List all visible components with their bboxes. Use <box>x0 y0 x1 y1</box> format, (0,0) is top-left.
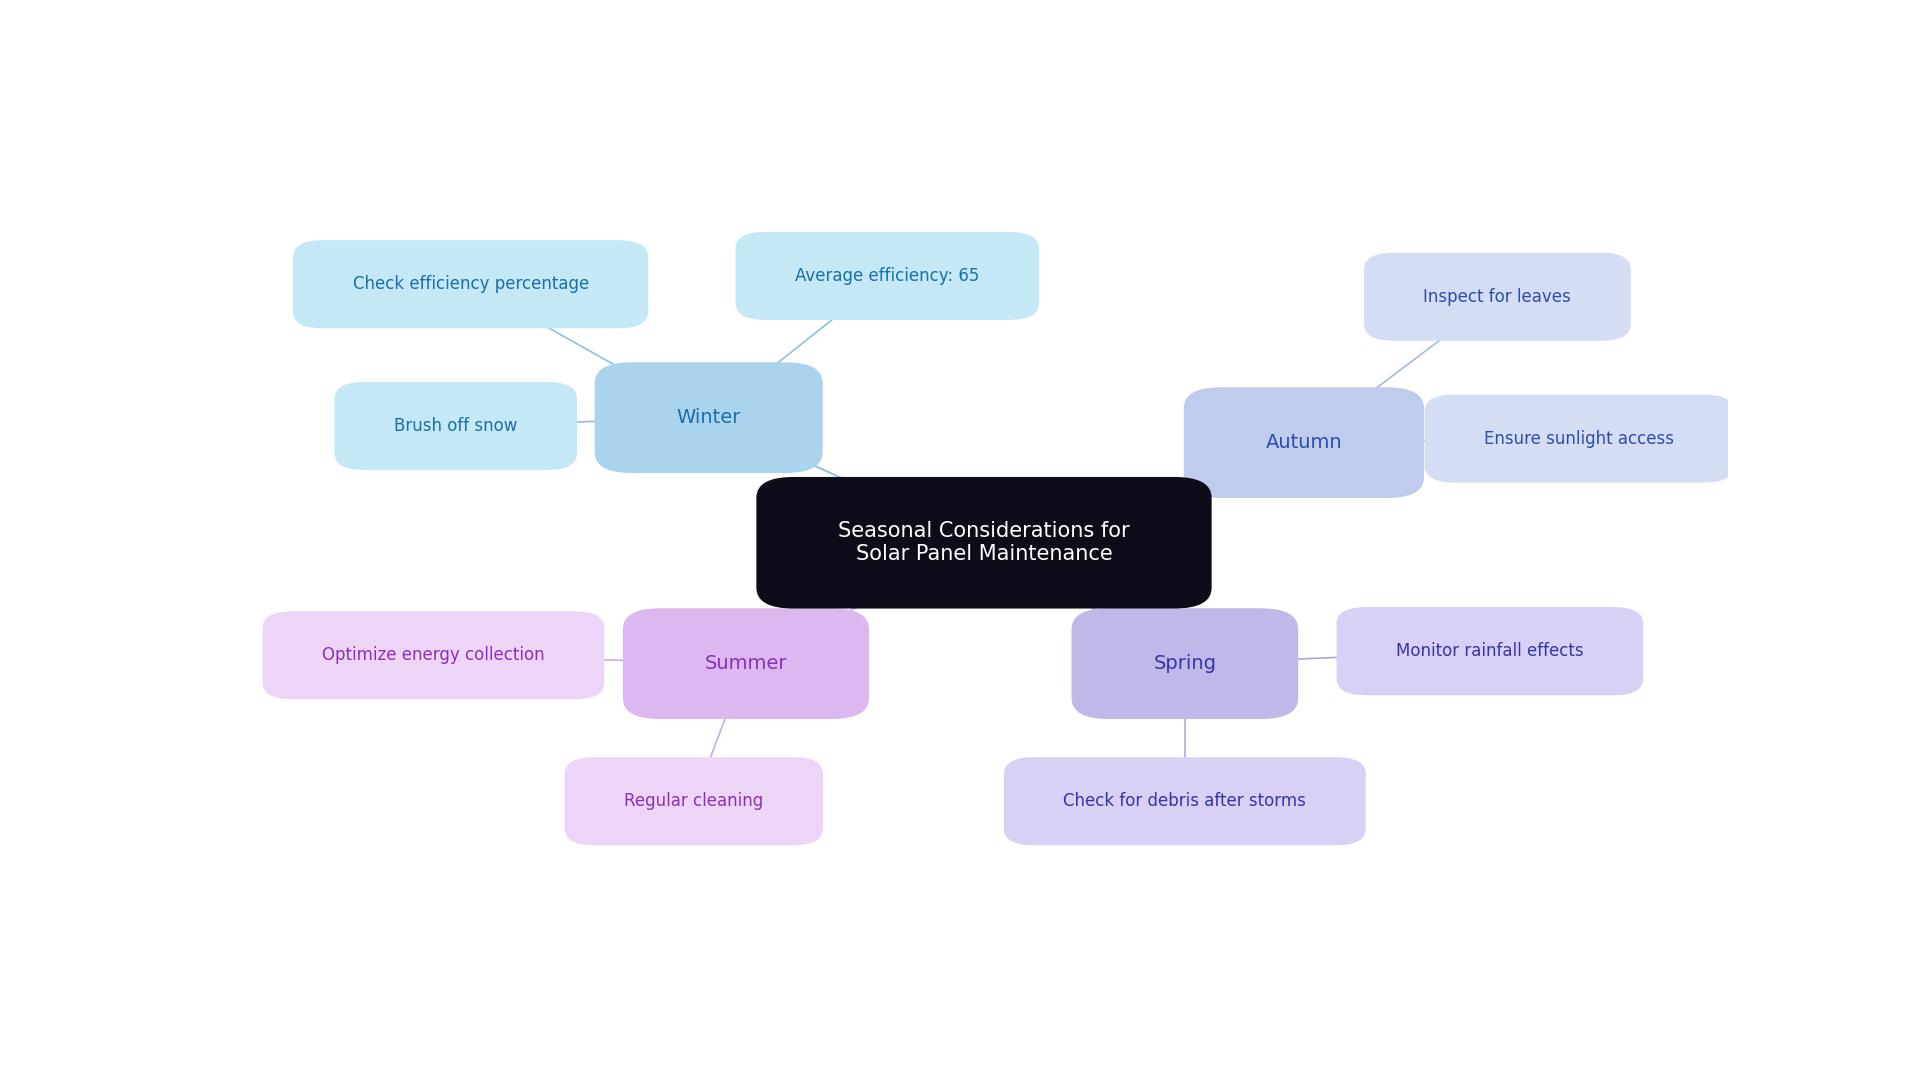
FancyBboxPatch shape <box>1363 252 1630 341</box>
Text: Summer: Summer <box>705 654 787 674</box>
FancyBboxPatch shape <box>622 609 870 719</box>
Text: Average efficiency: 65: Average efficiency: 65 <box>795 266 979 285</box>
FancyBboxPatch shape <box>564 757 824 846</box>
FancyBboxPatch shape <box>334 382 578 470</box>
Text: Autumn: Autumn <box>1265 433 1342 453</box>
Text: Inspect for leaves: Inspect for leaves <box>1423 288 1571 305</box>
Text: Winter: Winter <box>676 408 741 427</box>
Text: Regular cleaning: Regular cleaning <box>624 793 764 810</box>
FancyBboxPatch shape <box>595 363 824 473</box>
FancyBboxPatch shape <box>1185 388 1425 498</box>
Text: Optimize energy collection: Optimize energy collection <box>323 647 545 664</box>
FancyBboxPatch shape <box>263 611 605 700</box>
Text: Check for debris after storms: Check for debris after storms <box>1064 793 1306 810</box>
Text: Check efficiency percentage: Check efficiency percentage <box>353 275 589 293</box>
FancyBboxPatch shape <box>1336 608 1644 695</box>
FancyBboxPatch shape <box>756 477 1212 609</box>
FancyBboxPatch shape <box>1071 609 1298 719</box>
FancyBboxPatch shape <box>1425 394 1734 483</box>
FancyBboxPatch shape <box>294 240 649 328</box>
FancyBboxPatch shape <box>1004 757 1365 846</box>
Text: Ensure sunlight access: Ensure sunlight access <box>1484 430 1674 447</box>
Text: Seasonal Considerations for
Solar Panel Maintenance: Seasonal Considerations for Solar Panel … <box>839 521 1129 564</box>
FancyBboxPatch shape <box>735 232 1039 319</box>
Text: Spring: Spring <box>1154 654 1217 674</box>
Text: Monitor rainfall effects: Monitor rainfall effects <box>1396 642 1584 661</box>
Text: Brush off snow: Brush off snow <box>394 417 518 435</box>
